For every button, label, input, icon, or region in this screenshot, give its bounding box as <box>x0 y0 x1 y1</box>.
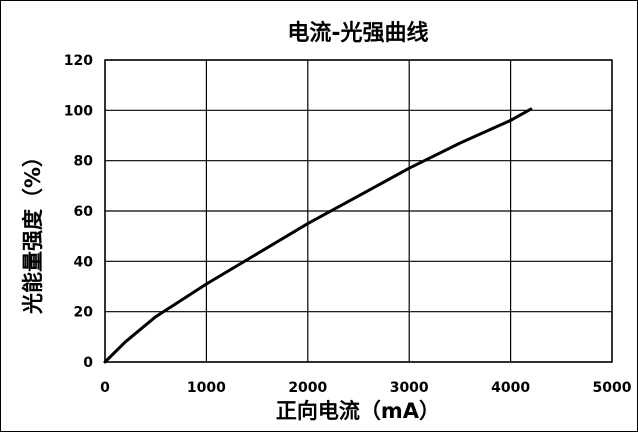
y-tick-label: 120 <box>64 53 93 69</box>
grid-lines <box>104 59 613 363</box>
y-tick-label: 0 <box>83 355 93 371</box>
x-tick-label: 3000 <box>390 380 429 396</box>
plot-area <box>104 59 613 363</box>
x-tick-label: 5000 <box>593 380 632 396</box>
x-tick-label: 0 <box>100 380 110 396</box>
y-axis-label: 光能量强度（%） <box>21 146 45 315</box>
y-axis-ticks: 0 20 40 60 80 100 120 <box>64 53 93 371</box>
x-axis-ticks: 0 1000 2000 3000 4000 5000 <box>100 380 632 396</box>
x-tick-label: 1000 <box>187 380 226 396</box>
x-tick-label: 2000 <box>288 380 327 396</box>
y-tick-label: 60 <box>74 204 94 220</box>
series-group <box>103 107 533 364</box>
x-tick-label: 4000 <box>491 380 530 396</box>
y-tick-label: 20 <box>74 305 94 321</box>
series-line <box>103 107 533 364</box>
y-tick-label: 40 <box>74 254 94 270</box>
x-axis-label: 正向电流（mA） <box>276 399 440 423</box>
y-tick-label: 100 <box>64 103 93 119</box>
chart-title: 电流-光强曲线 <box>287 20 428 46</box>
y-tick-label: 80 <box>74 154 94 170</box>
